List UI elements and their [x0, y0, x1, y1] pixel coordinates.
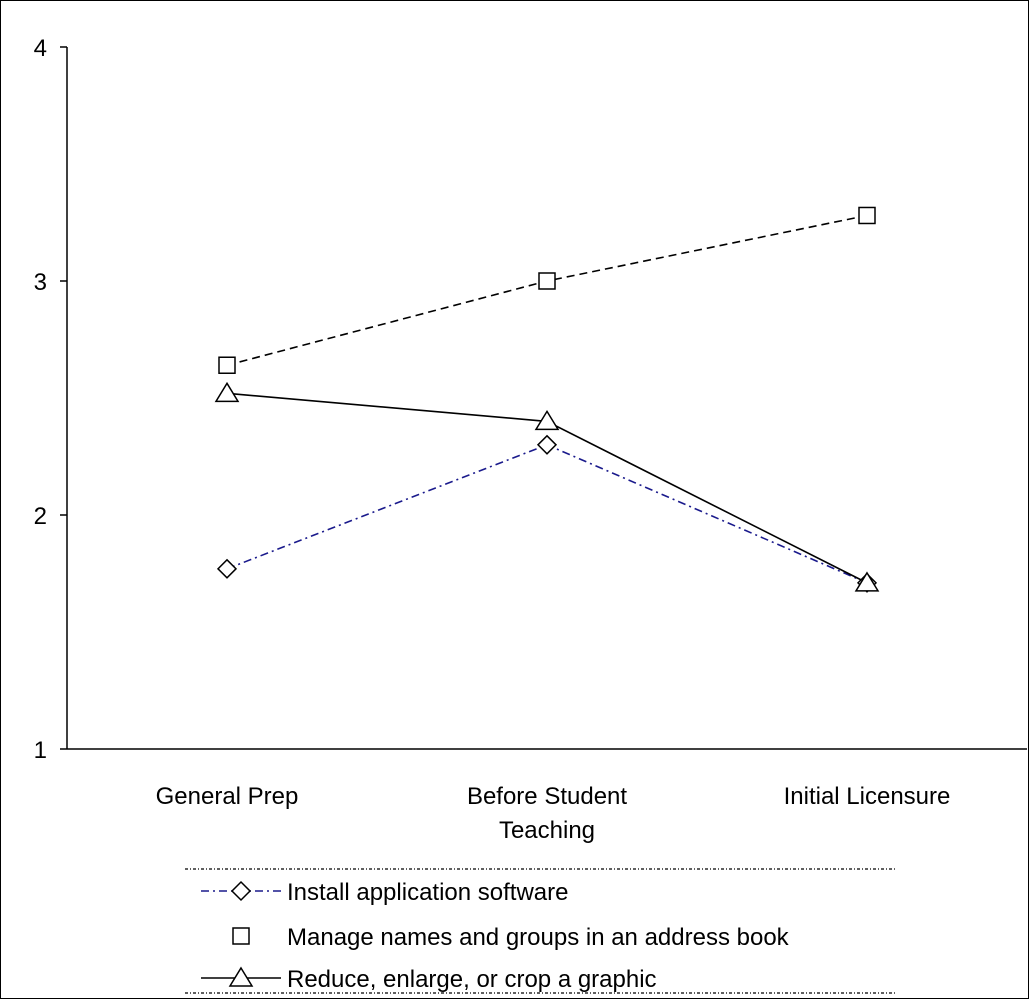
data-point-square [218, 356, 236, 374]
legend-marker-diamond [230, 880, 252, 902]
y-tick-label: 1 [34, 737, 47, 764]
legend-entry-label: Reduce, enlarge, or crop a graphic [287, 966, 657, 993]
data-point-triangle [534, 409, 560, 431]
legend-marker-triangle [228, 966, 254, 987]
data-point-triangle [854, 571, 880, 592]
y-tick-label: 3 [34, 269, 47, 296]
legend-marker-square [232, 927, 250, 945]
x-category-label: Before Student Teaching [467, 783, 627, 844]
series-line-2 [226, 214, 868, 367]
x-category-label: Initial Licensure [784, 783, 951, 810]
x-category-label: General Prep [156, 783, 299, 810]
data-point-diamond [536, 434, 558, 455]
legend-entry-label: Manage names and groups in an address bo… [287, 924, 790, 951]
y-tick-label: 2 [34, 503, 47, 530]
legend-entry-label: Install application software [287, 879, 568, 906]
data-point-triangle [214, 381, 240, 403]
y-tick-label: 4 [34, 35, 47, 62]
data-point-square [538, 272, 556, 290]
data-point-square [858, 206, 876, 225]
series-line-1 [226, 443, 868, 584]
data-point-diamond [216, 558, 238, 579]
